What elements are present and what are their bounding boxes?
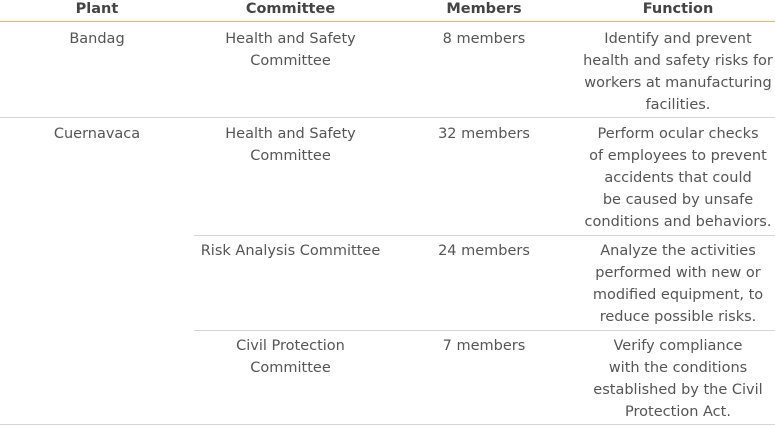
committee-name: Health and Safety Committee xyxy=(194,123,387,167)
text-line: conditions and behaviors. xyxy=(584,214,772,230)
text-line: Health and Safety xyxy=(225,31,356,47)
members: 8 members xyxy=(442,31,526,47)
row-rule xyxy=(194,235,775,236)
row-rule xyxy=(194,330,775,331)
row-rule xyxy=(0,117,775,118)
committee-name: Risk Analysis Committee xyxy=(194,240,387,262)
text-line: facilities. xyxy=(645,97,711,113)
text-line: with the conditions xyxy=(608,360,748,376)
text-line: Identify and prevent xyxy=(604,31,752,47)
text-line: be caused by unsafe xyxy=(602,192,754,208)
text-line: performed with new or xyxy=(595,265,761,281)
members: 32 members xyxy=(438,126,530,142)
column-header: Committee xyxy=(245,1,336,17)
text-line: Analyze the activities xyxy=(600,243,756,259)
column-header: Function xyxy=(642,1,714,17)
members: 7 members xyxy=(442,338,526,354)
text-line: accidents that could xyxy=(604,170,752,186)
plant-name: Bandag xyxy=(69,31,125,47)
text-line: Civil Protection xyxy=(236,338,345,354)
text-line: Committee xyxy=(250,148,331,164)
members: 24 members xyxy=(438,243,530,259)
text-line: Verify compliance xyxy=(613,338,743,354)
text-line: Protection Act. xyxy=(625,404,731,420)
text-line: Perform ocular checks xyxy=(597,126,759,142)
committee-name: Health and Safety Committee xyxy=(194,28,387,72)
text-line: reduce possible risks. xyxy=(599,309,757,325)
function: Perform ocular checks of employees to pre… xyxy=(581,123,775,233)
text-line: workers at manufacturing xyxy=(584,75,772,91)
function: Analyze the activities performed with new… xyxy=(581,240,775,328)
text-line: Health and Safety xyxy=(225,126,356,142)
function: Verify compliance with the conditions esta… xyxy=(581,335,775,423)
row-rule xyxy=(0,424,775,425)
function: Identify and prevent health and safety ri… xyxy=(581,28,775,116)
text-line: modified equipment, to xyxy=(592,287,764,303)
text-line: health and safety risks for xyxy=(583,53,773,69)
text-line: Risk Analysis Committee xyxy=(200,243,381,259)
text-line: established by the Civil xyxy=(593,382,763,398)
column-header: Members xyxy=(446,1,522,17)
header-rule xyxy=(0,21,775,22)
committee-name: Civil Protection Committee xyxy=(194,335,387,379)
text-line: Committee xyxy=(250,53,331,69)
column-header: Plant xyxy=(75,1,119,17)
plant-name: Cuernavaca xyxy=(53,126,141,142)
text-line: of employees to prevent xyxy=(589,148,767,164)
text-line: Committee xyxy=(250,360,331,376)
